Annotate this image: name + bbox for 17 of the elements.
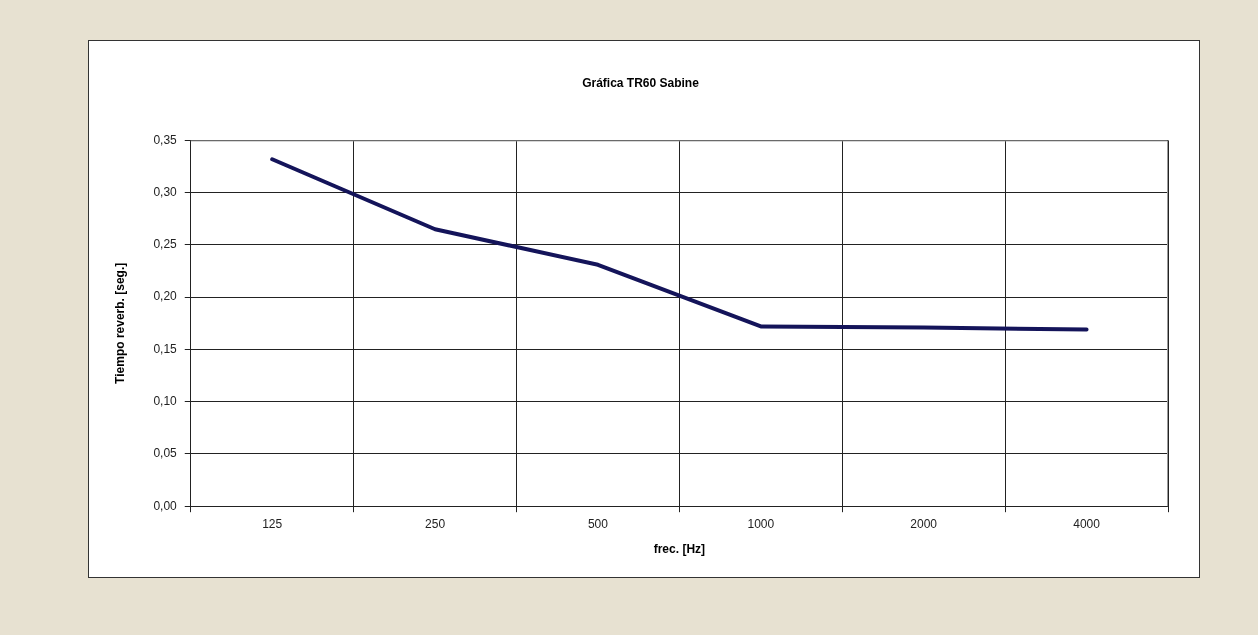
y-tick-label: 0,30 (153, 184, 178, 199)
y-tick-label: 0,15 (153, 341, 178, 356)
chart-title: Gráfica TR60 Sabine (582, 75, 700, 90)
y-tick-label: 0,20 (153, 289, 178, 304)
y-tick-label: 0,25 (153, 237, 178, 252)
x-tick-label: 2000 (910, 516, 938, 531)
x-axis-title: frec. [Hz] (653, 542, 706, 557)
y-tick-label: 0,10 (153, 394, 178, 408)
y-tick-label: 0,00 (153, 498, 178, 513)
x-tick-label: 4000 (1073, 516, 1101, 531)
y-tick-label: 0,05 (153, 446, 178, 461)
x-tick-label: 250 (425, 516, 446, 531)
x-tick-label: 125 (262, 516, 283, 531)
x-tick-label: 500 (587, 516, 609, 531)
x-tick-label: 1000 (747, 516, 775, 531)
y-axis-title: Tiempo reverb. [seg.] (112, 262, 127, 384)
y-tick-label: 0,35 (153, 132, 178, 147)
